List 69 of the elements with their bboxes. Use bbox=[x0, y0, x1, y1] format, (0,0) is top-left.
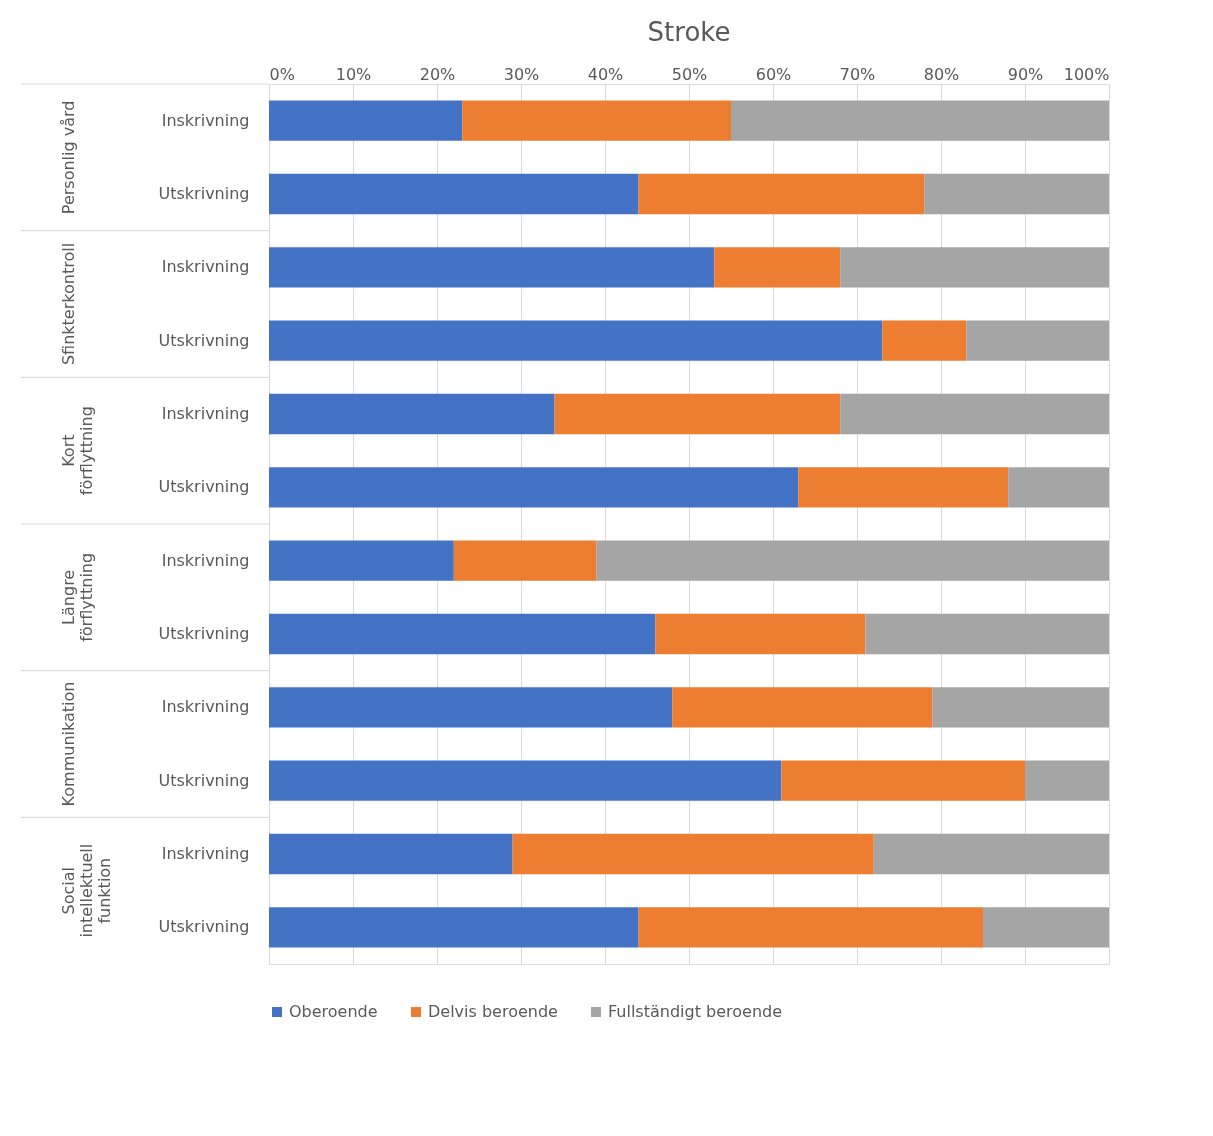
y-tick-label: Inskrivning bbox=[161, 110, 250, 130]
x-tick-label: 10% bbox=[335, 64, 372, 84]
text: Sfinkterkontroll bbox=[59, 242, 78, 366]
x-tick-label: 70% bbox=[839, 64, 876, 84]
bar bbox=[924, 173, 1109, 215]
x-tick-label: 60% bbox=[755, 64, 792, 84]
bar bbox=[269, 247, 715, 288]
text: Kommunikation bbox=[59, 681, 78, 807]
x-tick-label: 0% bbox=[269, 64, 295, 84]
bar bbox=[873, 833, 1109, 875]
y-tick-label: Inskrivning bbox=[161, 550, 250, 570]
text: Social intellektuell funktion bbox=[59, 843, 114, 938]
chart-title: Stroke bbox=[647, 17, 731, 47]
x-tick-label: 30% bbox=[503, 64, 540, 84]
y-tick-label: Utskrivning bbox=[158, 184, 250, 203]
bar bbox=[269, 907, 639, 948]
bar bbox=[269, 467, 799, 508]
bar bbox=[453, 540, 597, 581]
bar bbox=[269, 540, 454, 581]
x-tick-label: 90% bbox=[1007, 64, 1044, 84]
x-tick-label: 80% bbox=[923, 64, 960, 84]
bar bbox=[554, 393, 841, 435]
bar bbox=[512, 833, 874, 875]
bar bbox=[1025, 760, 1109, 801]
x-tick-label: 40% bbox=[587, 64, 624, 84]
legend-label: Oberoende bbox=[289, 1002, 378, 1021]
y-tick-label: Inskrivning bbox=[161, 697, 250, 717]
y-tick-label: Utskrivning bbox=[158, 330, 250, 350]
bar bbox=[269, 613, 656, 655]
bar bbox=[798, 467, 1009, 508]
x-tick-label: 50% bbox=[671, 64, 708, 84]
bar bbox=[655, 613, 866, 655]
bar bbox=[781, 760, 1025, 801]
bar bbox=[269, 833, 513, 875]
bar bbox=[714, 247, 841, 288]
bar bbox=[840, 247, 1109, 288]
bar bbox=[596, 540, 1109, 581]
y-tick-label: Inskrivning bbox=[161, 257, 250, 277]
bar bbox=[882, 320, 967, 361]
y-tick-label: Utskrivning bbox=[158, 624, 250, 643]
text: Kort förflyttning bbox=[59, 406, 96, 496]
bar bbox=[638, 907, 983, 948]
x-tick-label: 20% bbox=[419, 64, 456, 84]
y-tick-label: Inskrivning bbox=[161, 404, 250, 423]
y-tick-label: Inskrivning bbox=[161, 844, 250, 863]
bar bbox=[269, 760, 782, 801]
legend-label: Delvis beroende bbox=[428, 1002, 558, 1021]
bar bbox=[932, 687, 1109, 728]
bar bbox=[269, 393, 555, 435]
y-tick-label: Utskrivning bbox=[158, 477, 250, 497]
bar bbox=[1008, 467, 1109, 508]
bar bbox=[731, 100, 1109, 141]
bar bbox=[966, 320, 1109, 361]
bar bbox=[269, 687, 673, 728]
bar bbox=[269, 173, 639, 215]
bar bbox=[672, 687, 933, 728]
bar bbox=[865, 613, 1109, 655]
bar bbox=[269, 100, 463, 141]
y-tick-label: Utskrivning bbox=[158, 917, 250, 937]
bar bbox=[983, 907, 1109, 948]
bar bbox=[840, 393, 1109, 435]
bar bbox=[462, 100, 731, 141]
x-tick-label: 100% bbox=[1063, 64, 1110, 84]
text: Personlig vård bbox=[59, 100, 78, 215]
bar bbox=[638, 173, 925, 215]
legend-label: Fullständigt beroende bbox=[608, 1002, 783, 1021]
y-tick-label: Utskrivning bbox=[158, 770, 250, 790]
text: Längre förflyttning bbox=[59, 552, 96, 642]
bar bbox=[269, 320, 883, 361]
